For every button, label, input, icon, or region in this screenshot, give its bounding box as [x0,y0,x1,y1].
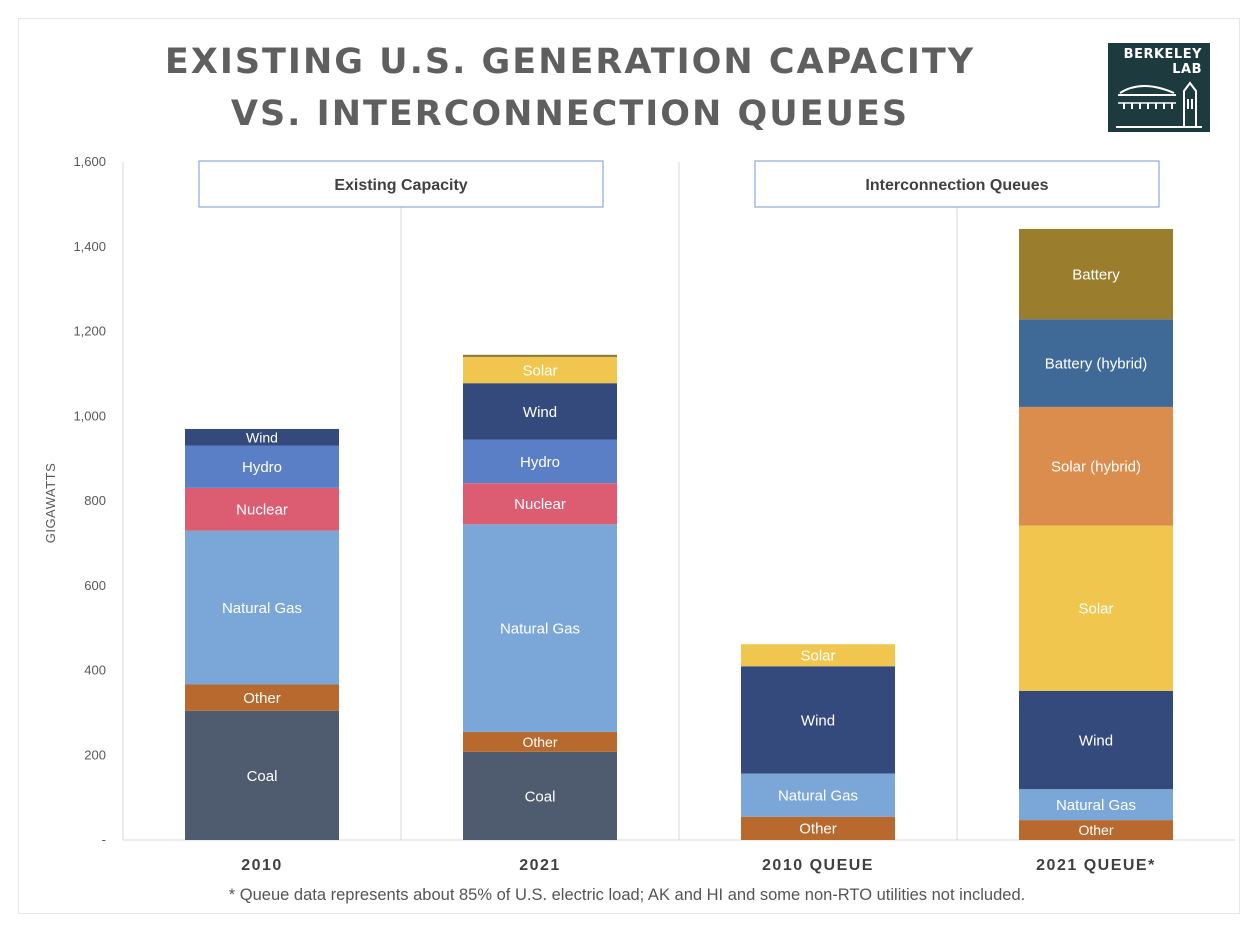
bar-segment-label: Other [522,734,557,750]
y-tick-label: 600 [84,578,106,593]
bar-segment [185,684,339,711]
y-tick-label: 1,000 [73,408,106,423]
bar-segment-label: Other [243,690,281,707]
bar-segment-label: Natural Gas [778,787,858,804]
bar-segment [463,751,617,840]
bar-segment-label: Other [1078,822,1113,838]
bar-segment [1019,820,1173,840]
group-header-box [198,160,604,208]
bar-segment [463,354,617,357]
bar-segment [741,644,895,667]
x-category-label: 2010 QUEUE [762,857,874,874]
y-tick-label: - [102,832,106,847]
group-header-box [754,160,1160,208]
berkeley-lab-building-icon [1116,81,1202,128]
bar-segment [741,816,895,840]
y-tick-label: 1,400 [73,239,106,254]
bar-segment-label: Natural Gas [1056,797,1136,814]
bar-segment-label: Natural Gas [222,600,302,617]
bar-segment [1019,789,1173,821]
bar-segment [1019,406,1173,526]
bar-segment-label: Coal [247,768,278,785]
bar-segment-label: Hydro [242,459,282,476]
bar-segment-label: Battery (hybrid) [1045,355,1148,372]
bar-segment [185,445,339,488]
logo-text-berkeley: BERKELEY [1123,47,1202,62]
bar-segment [185,428,339,446]
bar-segment [1019,228,1173,320]
x-category-label: 2021 QUEUE* [1036,857,1156,874]
berkeley-lab-logo: BERKELEY LAB [1108,43,1210,132]
bar-segment [1019,319,1173,407]
bar-segment [1019,525,1173,691]
bar-segment [463,731,617,752]
bar-segment-label: Solar [522,362,557,379]
y-tick-label: 1,600 [73,154,106,169]
bar-segment [463,524,617,732]
bar-segment-label: Solar (hybrid) [1051,459,1141,476]
logo-text-lab: LAB [1172,62,1202,77]
bar-segment-label: Wind [523,404,557,421]
bar-segment-label: Nuclear [236,502,288,519]
y-tick-label: 400 [84,663,106,678]
chart-title-line-1: EXISTING U.S. GENERATION CAPACITY [164,42,976,82]
footnote: * Queue data represents about 85% of U.S… [228,886,1026,904]
group-header-label: Interconnection Queues [865,177,1048,194]
bar-segment-label: Other [799,821,837,838]
y-tick-label: 1,200 [73,324,106,339]
bar-segment-label: Natural Gas [500,621,580,638]
bar-segment [463,383,617,440]
bar-segment [463,439,617,484]
bar-segment [185,530,339,685]
y-axis-label: GIGAWATTS [43,463,58,544]
bar-segment-label: Battery [1072,266,1120,283]
bar-segment [185,487,339,531]
bar-segment [463,356,617,384]
x-category-label: 2010 [241,857,283,874]
bar-segment [1019,690,1173,790]
bar-segment-label: Wind [246,429,278,445]
bar-segment [463,483,617,525]
y-tick-label: 800 [84,493,106,508]
bar-segment [741,773,895,817]
bar-segment-label: Hydro [520,454,560,471]
bar-segment-label: Wind [801,712,835,729]
bar-segment-label: Wind [1079,732,1113,749]
group-header-label: Existing Capacity [334,177,467,194]
y-tick-label: 200 [84,747,106,762]
bar-segment-label: Solar [1078,601,1113,618]
bar-segment [741,666,895,774]
x-category-label: 2021 [519,857,561,874]
bar-segment-label: Coal [525,788,556,805]
bar-segment-label: Nuclear [514,496,566,513]
bar-segment-label: Solar [800,648,835,665]
bar-segment [185,710,339,840]
chart-title-line-2: VS. INTERCONNECTION QUEUES [230,94,910,134]
